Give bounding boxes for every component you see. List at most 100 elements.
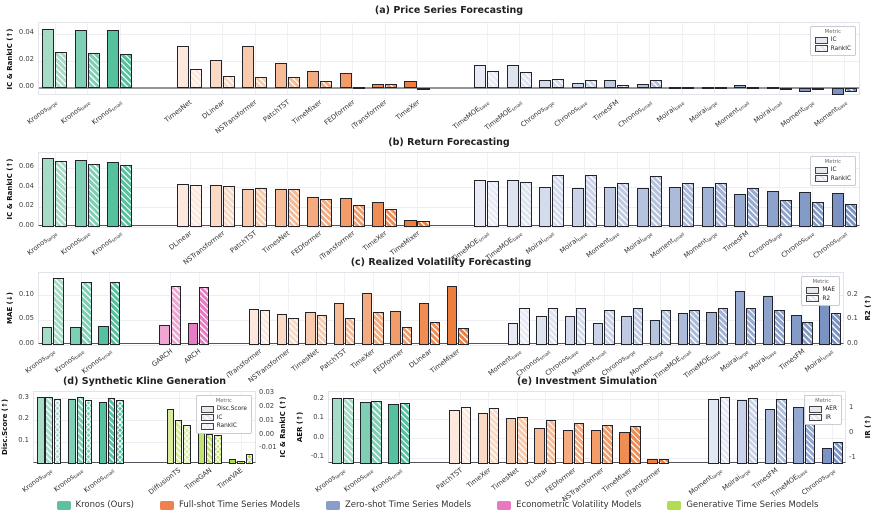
group-timesfm — [601, 23, 633, 94]
bar-ir — [776, 398, 787, 464]
bar-rankic — [584, 79, 597, 88]
bar-r2 — [745, 308, 757, 345]
bar-aer — [562, 429, 573, 464]
legend-entry: AER — [809, 405, 837, 413]
group-fedformer — [560, 392, 588, 464]
bar-ic — [669, 86, 682, 89]
panel-c-plot: Metric MAE R2 — [38, 272, 844, 346]
bar-mae — [446, 285, 458, 345]
group-kronos-large — [39, 23, 71, 94]
right-y-tick-label: 1 — [849, 403, 854, 412]
legend-title: Metric — [215, 398, 232, 404]
bar-ic — [74, 29, 87, 88]
legend-entry-label: R2 — [822, 295, 831, 302]
bar-ic — [404, 220, 417, 227]
group-kronos-large — [329, 392, 357, 464]
gridline-vertical — [401, 273, 403, 343]
bar-aer — [534, 428, 545, 464]
bar-ir — [832, 442, 844, 464]
bar-rankic — [714, 87, 727, 90]
bar-r2 — [547, 308, 558, 345]
group-kronos-base — [65, 392, 96, 464]
gridline-vertical — [254, 23, 256, 94]
bar-ic — [506, 65, 519, 88]
group-dlinear — [416, 273, 444, 345]
bar-r2 — [830, 312, 842, 345]
bar-ic — [701, 186, 714, 227]
group-moment-large — [647, 273, 675, 345]
y-tick-label: 0.02 — [18, 201, 34, 210]
group-kronos-large — [39, 153, 71, 227]
bar-aer — [647, 459, 658, 464]
group-chronos-base — [569, 23, 601, 94]
gridline-vertical — [802, 273, 803, 343]
group-patchtst — [271, 23, 303, 94]
group-timegan — [195, 392, 226, 464]
bar-mae — [677, 312, 689, 345]
bar-rankic — [487, 180, 500, 227]
bar-ic — [831, 192, 844, 227]
panel-d-title: (d) Synthetic Kline Generation — [62, 376, 227, 387]
bar-rankic — [255, 77, 268, 88]
panel-e-title: (e) Investment Simulation — [516, 376, 658, 387]
bar-rankic — [417, 87, 430, 90]
bar-ir — [517, 417, 528, 464]
bar-ic — [571, 82, 584, 88]
bar-ir — [573, 423, 585, 464]
bar-r2 — [53, 278, 64, 345]
bar-mae — [762, 295, 774, 345]
y-tick-label: 0.10 — [18, 289, 34, 298]
bar-aer — [619, 431, 630, 464]
bar-ic — [177, 45, 190, 88]
bar-rankic — [84, 399, 93, 464]
gridline-vertical — [551, 23, 553, 94]
bar-ic — [274, 188, 287, 227]
bar-ir — [658, 459, 670, 464]
bar-ic — [74, 160, 87, 227]
legend-entry-label: MAE — [822, 287, 835, 293]
legend-title: Metric — [824, 29, 841, 35]
bar-mae — [305, 312, 316, 345]
bar-r2 — [519, 308, 530, 345]
bar-rankic — [320, 198, 333, 227]
bar-ic — [669, 186, 682, 227]
right-y-tick-label: 0.01 — [259, 415, 275, 424]
bar-ic — [372, 202, 385, 227]
gridline-vertical — [384, 153, 386, 225]
bar-aer — [708, 398, 719, 464]
group-kronos-base — [67, 273, 95, 345]
group-nstransformer — [274, 273, 302, 345]
legend-title: Metric — [824, 159, 841, 165]
bar-ir — [371, 400, 382, 464]
bar-r2 — [689, 310, 700, 345]
gridline-vertical — [681, 23, 683, 94]
panel-e-legend: Metric AER IR — [804, 395, 842, 425]
bar-r2 — [717, 308, 728, 345]
bar-ir — [399, 402, 411, 464]
y-tick-label: 0.3 — [18, 392, 29, 401]
bar-rankic — [584, 175, 597, 227]
group-patchtst — [239, 153, 271, 227]
group-chronos-large — [618, 273, 646, 345]
y-tick-label: 0.00 — [18, 221, 34, 229]
bar-ic — [307, 70, 320, 88]
legend-swatch — [200, 422, 214, 430]
figure-legend-swatch — [159, 500, 174, 510]
bar-r2 — [774, 310, 785, 345]
group-chronos-large — [819, 392, 847, 464]
right-y-tick-label: 0.03 — [259, 388, 275, 397]
bar-rankic — [245, 453, 253, 464]
group-timesfm — [731, 153, 763, 227]
bar-r2 — [199, 286, 210, 345]
bar-r2 — [316, 314, 328, 345]
legend-swatch — [809, 405, 823, 413]
group-chronos-small — [533, 273, 561, 345]
bar-r2 — [632, 308, 643, 345]
bar-mae — [41, 326, 53, 345]
right-y-tick-label: 0.02 — [259, 401, 275, 410]
gridline-vertical — [603, 273, 605, 343]
bar-aer — [449, 410, 460, 464]
figure-legend-item: Econometric Volatility Models — [497, 500, 641, 510]
legend-entry: R2 — [806, 295, 835, 302]
legend-title: Metric — [815, 398, 832, 404]
